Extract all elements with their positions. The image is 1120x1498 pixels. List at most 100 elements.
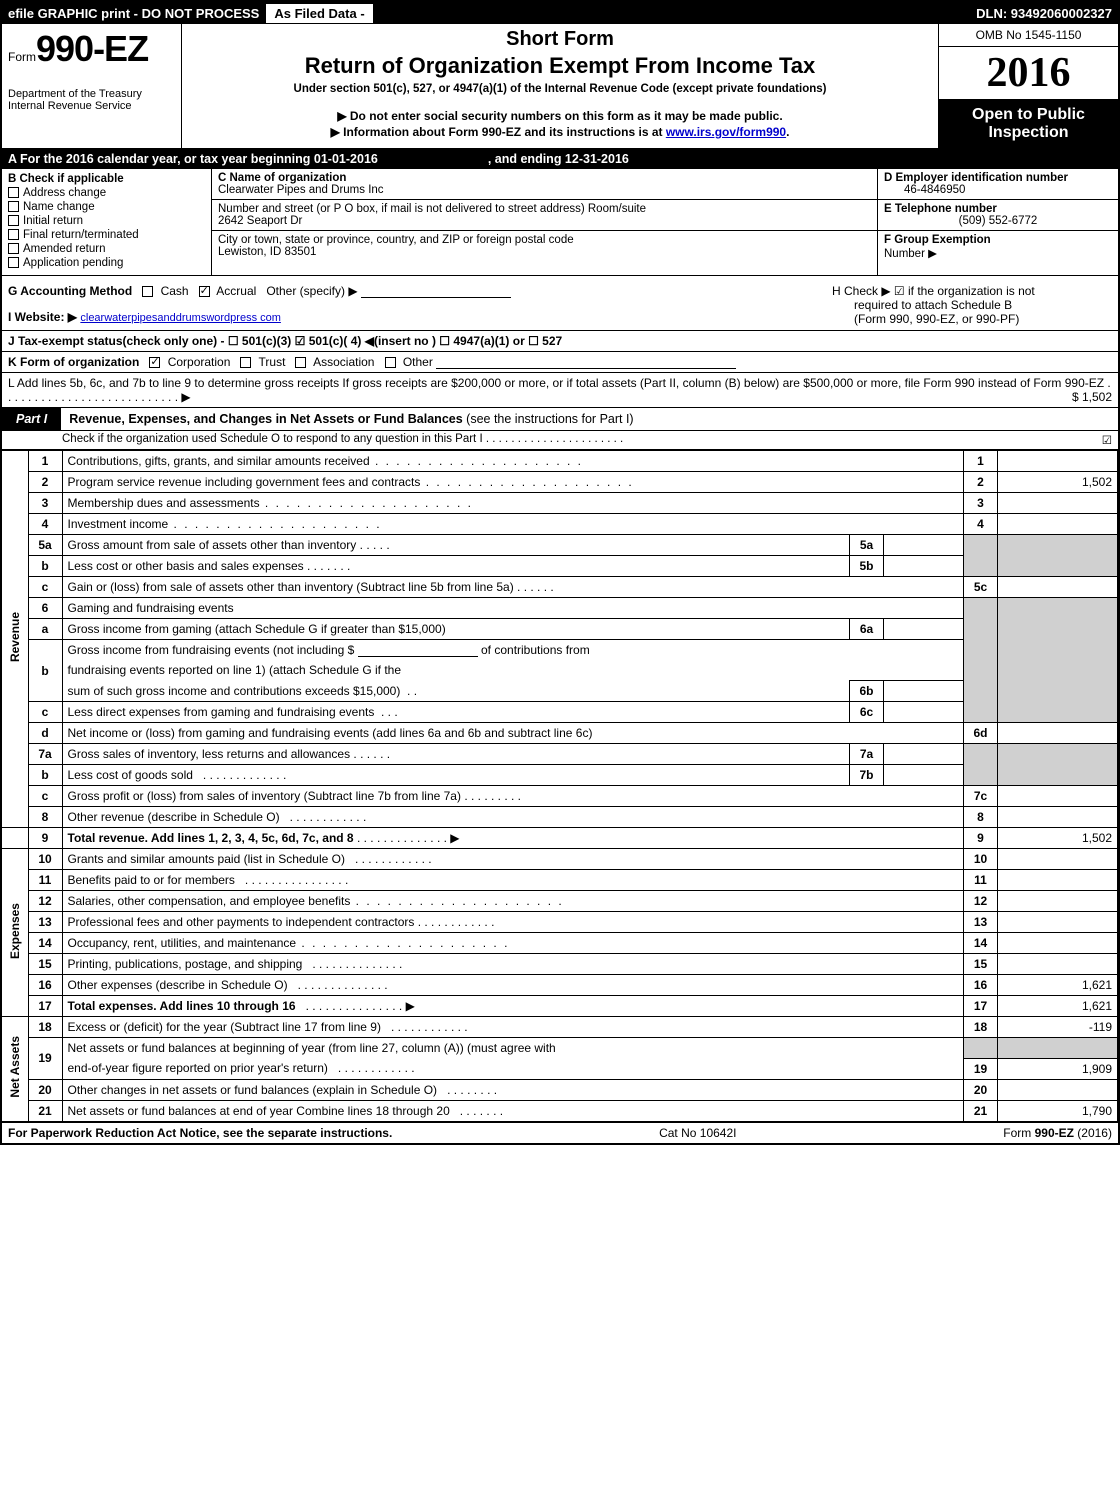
- tax-year: 2016: [939, 47, 1118, 100]
- line20-rnum: 20: [964, 1079, 998, 1100]
- line-num: 7a: [28, 744, 62, 765]
- line7a-text: Gross sales of inventory, less returns a…: [68, 747, 351, 761]
- line12-text: Salaries, other compensation, and employ…: [68, 894, 564, 908]
- side-expenses-label: Expenses: [8, 903, 22, 959]
- line5c-val: [998, 577, 1118, 598]
- checkbox-cash[interactable]: [142, 286, 153, 297]
- line14-text: Occupancy, rent, utilities, and maintena…: [68, 936, 510, 950]
- top-bar: efile GRAPHIC print - DO NOT PROCESS As …: [2, 2, 1118, 24]
- lbl-initial-return: Initial return: [23, 215, 83, 227]
- f-group-number: Number ▶: [884, 248, 937, 260]
- line5b-sub-num: 5b: [850, 556, 884, 577]
- line-num: c: [28, 702, 62, 723]
- line10-text: Grants and similar amounts paid (list in…: [68, 852, 345, 866]
- checkbox-application-pending[interactable]: [8, 257, 19, 268]
- line6c-sub-num: 6c: [850, 702, 884, 723]
- form-word: Form: [8, 50, 36, 64]
- checkbox-trust[interactable]: [240, 357, 251, 368]
- line10-rnum: 10: [964, 849, 998, 870]
- main-title: Return of Organization Exempt From Incom…: [190, 53, 930, 79]
- row-h: H Check ▶ ☑ if the organization is not r…: [832, 284, 1112, 326]
- calendar-end: , and ending 12-31-2016: [488, 152, 629, 166]
- line4-rnum: 4: [964, 514, 998, 535]
- grey-5v: [998, 535, 1118, 577]
- row-k-org-form: K Form of organization Corporation Trust…: [2, 352, 1118, 373]
- line6a-sub-num: 6a: [850, 619, 884, 640]
- lbl-accrual: Accrual: [216, 284, 256, 298]
- checkbox-accrual[interactable]: [199, 286, 210, 297]
- line-num: 10: [28, 849, 62, 870]
- line-num: a: [28, 619, 62, 640]
- line6-text: Gaming and fundraising events: [68, 601, 234, 615]
- line3-desc: Membership dues and assessments: [62, 493, 964, 514]
- line8-desc: Other revenue (describe in Schedule O) .…: [62, 807, 964, 828]
- line-num: 6: [28, 598, 62, 619]
- line21-desc: Net assets or fund balances at end of ye…: [62, 1100, 964, 1121]
- line5b-text: Less cost or other basis and sales expen…: [68, 559, 304, 573]
- line16-val: 1,621: [998, 975, 1118, 996]
- grey-6: [964, 598, 998, 723]
- efile-notice: efile GRAPHIC print - DO NOT PROCESS: [2, 4, 265, 23]
- line5b-desc: Less cost or other basis and sales expen…: [62, 556, 850, 577]
- line6d-text: Net income or (loss) from gaming and fun…: [68, 726, 593, 740]
- checkbox-amended-return[interactable]: [8, 243, 19, 254]
- checkbox-final-return[interactable]: [8, 229, 19, 240]
- line9-rnum: 9: [964, 828, 998, 849]
- line6b-blank[interactable]: [358, 643, 478, 657]
- line11-rnum: 11: [964, 870, 998, 891]
- line15-text: Printing, publications, postage, and shi…: [68, 957, 303, 971]
- line19b-text: end-of-year figure reported on prior yea…: [68, 1061, 328, 1075]
- line6a-sub-val: [884, 619, 964, 640]
- line-num: 3: [28, 493, 62, 514]
- side-revenue: Revenue: [2, 451, 28, 828]
- h-line1: H Check ▶ ☑ if the organization is not: [832, 284, 1112, 298]
- part1-sub-text: Check if the organization used Schedule …: [62, 433, 623, 445]
- side-netassets: Net Assets: [2, 1017, 28, 1122]
- line-num: 20: [28, 1079, 62, 1100]
- line6-desc: Gaming and fundraising events: [62, 598, 964, 619]
- grey-6v: [998, 598, 1118, 723]
- line21-text: Net assets or fund balances at end of ye…: [68, 1104, 450, 1118]
- line19b-desc: end-of-year figure reported on prior yea…: [62, 1058, 964, 1079]
- j-text: J Tax-exempt status(check only one) - ☐ …: [8, 334, 562, 348]
- line-num: 12: [28, 891, 62, 912]
- line6b1-text: Gross income from fundraising events (no…: [68, 643, 355, 657]
- block-b-c-d: B Check if applicable Address change Nam…: [2, 169, 1118, 276]
- open-public-line2: Inspection: [988, 124, 1068, 141]
- line13-text: Professional fees and other payments to …: [68, 915, 415, 929]
- checkbox-corp[interactable]: [149, 357, 160, 368]
- dln-number: DLN: 93492060002327: [970, 4, 1118, 23]
- checkbox-initial-return[interactable]: [8, 215, 19, 226]
- line-num: c: [28, 786, 62, 807]
- footer: For Paperwork Reduction Act Notice, see …: [2, 1122, 1118, 1143]
- line7a-desc: Gross sales of inventory, less returns a…: [62, 744, 850, 765]
- line7c-rnum: 7c: [964, 786, 998, 807]
- line5c-text: Gain or (loss) from sale of assets other…: [68, 580, 514, 594]
- checkbox-name-change[interactable]: [8, 201, 19, 212]
- line7a-sub-num: 7a: [850, 744, 884, 765]
- line9-desc: Total revenue. Add lines 1, 2, 3, 4, 5c,…: [62, 828, 964, 849]
- other-blank[interactable]: [361, 284, 511, 298]
- line20-desc: Other changes in net assets or fund bala…: [62, 1079, 964, 1100]
- lbl-assoc: Association: [313, 355, 374, 369]
- checkbox-address-change[interactable]: [8, 187, 19, 198]
- line-num: 14: [28, 933, 62, 954]
- line-num: 18: [28, 1017, 62, 1038]
- other-org-blank[interactable]: [436, 355, 736, 369]
- side-expenses: Expenses: [2, 849, 28, 1017]
- lbl-amended-return: Amended return: [23, 243, 105, 255]
- line7b-sub-num: 7b: [850, 765, 884, 786]
- checkbox-assoc[interactable]: [295, 357, 306, 368]
- col-b-checkboxes: B Check if applicable Address change Nam…: [2, 169, 212, 275]
- k-label: K Form of organization: [8, 355, 139, 369]
- checkbox-other-org[interactable]: [385, 357, 396, 368]
- line13-desc: Professional fees and other payments to …: [62, 912, 964, 933]
- g-label: G Accounting Method: [8, 284, 132, 298]
- irs-form990-link[interactable]: www.irs.gov/form990: [666, 125, 786, 139]
- line4-text: Investment income: [68, 517, 382, 531]
- c-name-label: C Name of organization: [218, 172, 346, 184]
- notice-info: ▶ Information about Form 990-EZ and its …: [190, 125, 930, 139]
- line6b-sub-val: [884, 681, 964, 702]
- lbl-corp: Corporation: [168, 355, 231, 369]
- website-link[interactable]: clearwaterpipesanddrumswordpress com: [80, 312, 281, 324]
